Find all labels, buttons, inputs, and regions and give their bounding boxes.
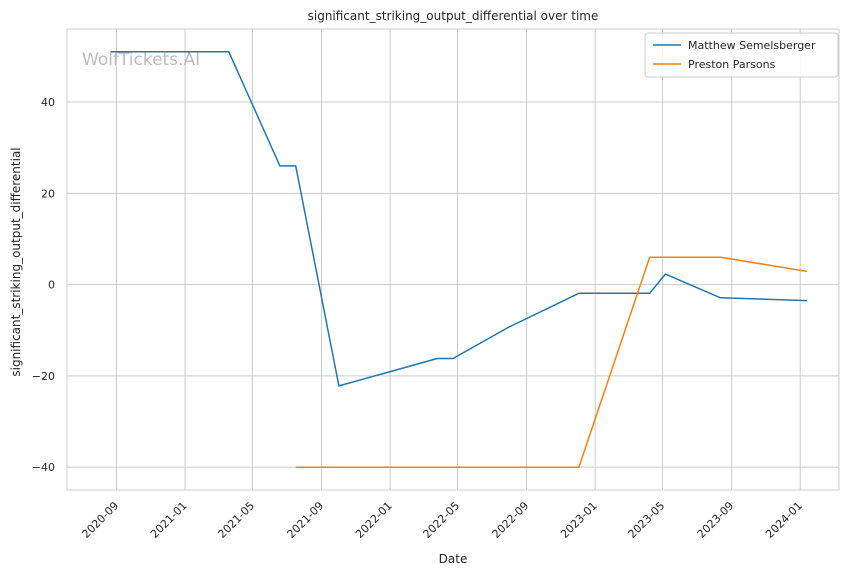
y-axis-title: significant_striking_output_differential (9, 147, 23, 376)
legend-label-matthew-semelsberger: Matthew Semelsberger (688, 39, 816, 52)
series-line-matthew-semelsberger (110, 51, 808, 387)
legend: Matthew Semelsberger Preston Parsons (644, 32, 839, 78)
series-lines (110, 51, 808, 468)
y-tick-label: −20 (32, 370, 55, 383)
chart-title: significant_striking_output_differential… (308, 9, 599, 23)
series-line-preston-parsons (295, 256, 808, 468)
plot-frame (66, 28, 840, 491)
y-tick-label: 0 (48, 279, 55, 292)
y-tick-label: −40 (32, 461, 55, 474)
grid (67, 29, 839, 490)
y-tick-label: 40 (41, 96, 55, 109)
watermark-text: WolfTickets.AI (82, 50, 200, 70)
legend-label-preston-parsons: Preston Parsons (688, 58, 776, 71)
y-axis-ticks: −40 −20 0 20 40 (32, 96, 55, 474)
legend-box (644, 32, 839, 78)
y-tick-label: 20 (41, 187, 55, 200)
x-axis-title: Date (439, 552, 468, 566)
